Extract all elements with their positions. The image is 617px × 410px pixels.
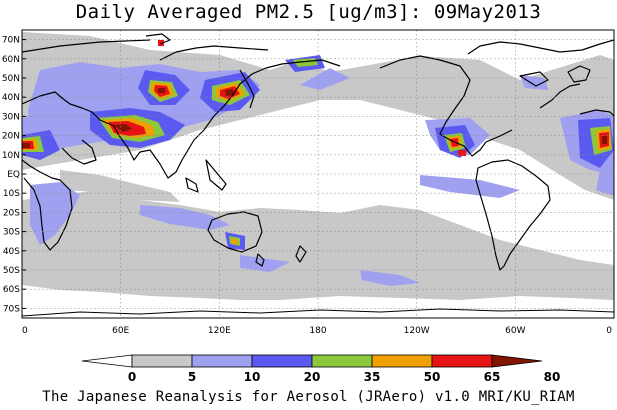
colorbar-label: 5 [188, 370, 196, 384]
colorbar-swatch [491, 354, 543, 368]
antarctica-coast [22, 308, 614, 317]
lat-label: 40S [3, 247, 20, 257]
lon-label: 60E [112, 326, 129, 336]
colorbar-swatch [431, 354, 493, 368]
colorbar-swatch [371, 354, 433, 368]
lat-label: 10N [2, 151, 20, 161]
lat-label: 10S [3, 189, 20, 199]
lon-label: 180 [309, 326, 326, 336]
gridlines [22, 30, 614, 318]
footer-credit: The Japanese Reanalysis for Aerosol (JRA… [42, 389, 575, 405]
colorbar-swatch [311, 354, 373, 368]
lat-label: EQ [7, 170, 20, 180]
coastlines [22, 33, 614, 271]
colorbar-label: 35 [364, 370, 381, 384]
lat-label: 60S [3, 285, 20, 295]
lat-label: 20S [3, 208, 20, 218]
colorbar-swatch [191, 354, 253, 368]
colorbar-swatch [81, 354, 133, 368]
latitude-labels: 70N 60N 50N 40N 30N 20N 10N EQ 10S 20S 30S 40S 50S 60… [2, 36, 26, 314]
lon-label: 120E [208, 326, 231, 336]
page-title: Daily Averaged PM2.5 [ug/m3]: 09May2013 [75, 1, 542, 23]
colorbar-swatch [251, 354, 313, 368]
colorbar-label: 20 [304, 370, 321, 384]
lon-label: 120W [404, 326, 430, 336]
concentration-band-80-plus [22, 88, 607, 148]
colorbar-label: 50 [424, 370, 441, 384]
lat-label: 60N [2, 55, 20, 65]
lat-label: 40N [2, 93, 20, 103]
lat-label: 30N [2, 112, 20, 122]
lat-label: 50N [2, 74, 20, 84]
colorbar-swatch [131, 354, 193, 368]
longitude-labels: 0 60E 120E 180 120W 60W 0 [22, 326, 612, 336]
colorbar-label: 80 [544, 370, 561, 384]
lat-label: 70N [2, 36, 20, 46]
colorbar-label: 65 [484, 370, 501, 384]
lat-label: 20N [2, 132, 20, 142]
colorbar-label: 10 [244, 370, 261, 384]
lat-label: 30S [3, 228, 20, 238]
lon-label: 0 [22, 326, 28, 336]
lat-label: 70S [3, 304, 20, 314]
lon-label: 60W [505, 326, 525, 336]
lat-label: 50S [3, 266, 20, 276]
lon-label: 0 [606, 326, 612, 336]
colorbar-label: 0 [128, 370, 136, 384]
